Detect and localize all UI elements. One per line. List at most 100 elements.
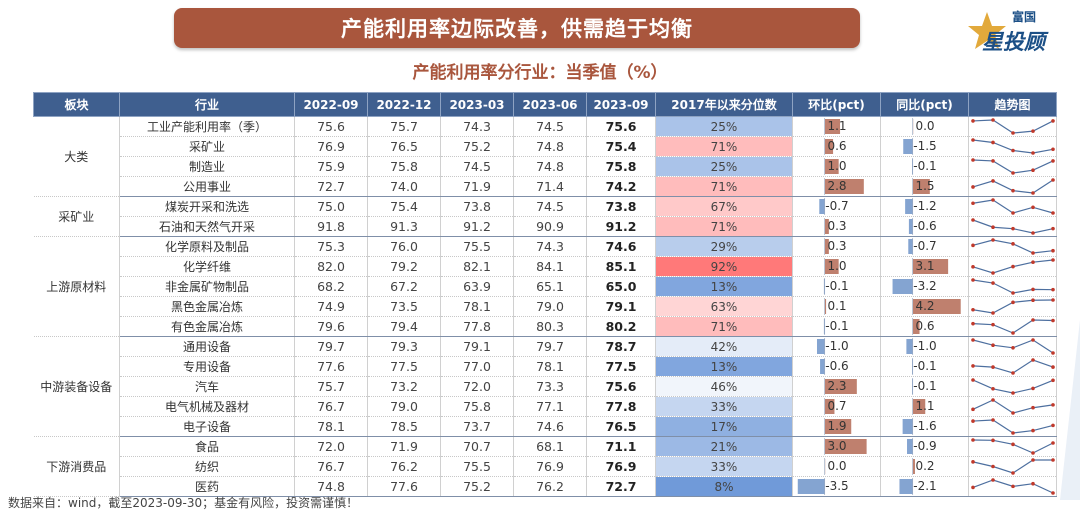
qoq-bar <box>823 319 825 334</box>
trend-point <box>1031 168 1035 173</box>
qoq-bar <box>819 199 825 214</box>
trend-point <box>991 118 995 122</box>
column-header: 趋势图 <box>968 92 1057 117</box>
trend-point <box>1011 331 1015 335</box>
percentile-cell: 29% <box>655 236 793 257</box>
trend-point <box>1031 318 1035 322</box>
value-cell: 72.0 <box>294 436 368 457</box>
sector-cell: 中游装备设备 <box>33 336 120 437</box>
trend-cell <box>968 356 1057 377</box>
industry-cell: 制造业 <box>119 156 295 177</box>
trend-point <box>991 418 995 422</box>
value-cell: 74.5 <box>440 156 514 177</box>
trend-point <box>1051 298 1055 302</box>
percentile-cell: 25% <box>655 116 793 137</box>
yoy-label: 1.1 <box>915 399 935 413</box>
yoy-cell: 0.6 <box>880 316 969 337</box>
value-cell: 80.2 <box>586 316 656 337</box>
percentile-cell: 25% <box>655 156 793 177</box>
trend-point <box>1051 423 1055 428</box>
yoy-label: -1.5 <box>913 139 937 153</box>
yoy-label: -1.6 <box>913 419 937 433</box>
value-cell: 71.1 <box>586 436 656 457</box>
value-cell: 79.7 <box>294 336 368 357</box>
trend-cell <box>968 136 1057 157</box>
trend-line <box>972 379 1054 394</box>
percentile-cell: 71% <box>655 176 793 197</box>
value-cell: 76.9 <box>513 456 587 477</box>
value-cell: 82.0 <box>294 256 368 277</box>
qoq-label: 2.8 <box>827 179 847 193</box>
value-cell: 75.8 <box>367 156 441 177</box>
value-cell: 79.1 <box>440 336 514 357</box>
trend-cell <box>968 176 1057 197</box>
qoq-cell: 0.3 <box>792 236 881 257</box>
value-cell: 75.8 <box>586 156 656 177</box>
sector-cell: 上游原材料 <box>33 236 120 337</box>
yoy-bar <box>908 239 913 254</box>
yoy-label: 3.1 <box>915 259 935 273</box>
table-row: 大类 工业产能利用率（季） 75.6 75.7 74.3 74.5 75.6 25% 1.1 0.… <box>33 116 1057 197</box>
yoy-cell: -0.9 <box>880 436 969 457</box>
value-cell: 73.5 <box>367 296 441 317</box>
yoy-cell: -1.6 <box>880 416 969 437</box>
column-header: 环比(pct) <box>792 92 881 117</box>
table-row: 专用设备 77.6 77.5 77.0 78.1 77.5 13% -0.6 -0.1 <box>34 356 1057 377</box>
trend-cell <box>968 276 1057 297</box>
trend-point <box>1031 428 1035 433</box>
table-row: 制造业 75.9 75.8 74.5 74.8 75.8 25% 1.0 -0.1 <box>34 156 1057 177</box>
industry-cell: 石油和天然气开采 <box>119 216 295 237</box>
value-cell: 75.6 <box>586 116 656 137</box>
star-icon <box>968 12 1006 49</box>
trend-point <box>1031 231 1035 235</box>
yoy-cell: -2.1 <box>880 476 969 497</box>
yoy-cell: 1.1 <box>880 396 969 417</box>
qoq-label: -0.6 <box>825 359 849 373</box>
value-cell: 75.5 <box>440 456 514 477</box>
trend-point <box>1051 248 1055 253</box>
value-cell: 91.2 <box>440 216 514 237</box>
trend-point <box>1051 226 1055 231</box>
trend-point <box>971 243 975 248</box>
trend-line <box>972 159 1054 174</box>
value-cell: 75.4 <box>586 136 656 157</box>
trend-point <box>1051 491 1055 495</box>
trend-point <box>971 419 975 423</box>
trend-point <box>991 322 995 327</box>
trend-point <box>991 238 995 242</box>
value-cell: 75.2 <box>440 476 514 497</box>
qoq-bar <box>824 419 852 434</box>
trend-point <box>1011 371 1015 375</box>
value-cell: 70.7 <box>440 436 514 457</box>
value-cell: 72.7 <box>294 176 368 197</box>
value-cell: 73.2 <box>367 376 441 397</box>
value-cell: 76.7 <box>294 456 368 477</box>
qoq-bar <box>824 379 857 394</box>
table-row: 非金属矿物制品 68.2 67.2 63.9 65.1 65.0 13% -0.1 -3.2 <box>34 276 1057 297</box>
value-cell: 75.9 <box>294 156 368 177</box>
trend-point <box>991 198 995 202</box>
value-cell: 74.5 <box>513 116 587 137</box>
yoy-cell: 0.0 <box>880 116 969 137</box>
decorative-corner-shape <box>1060 320 1080 500</box>
value-cell: 91.2 <box>586 216 656 237</box>
trend-line <box>972 199 1054 214</box>
industry-cell: 煤炭开采和洗选 <box>119 196 295 217</box>
chart-subtitle: 产能利用率分行业：当季值（%） <box>412 63 668 83</box>
qoq-label: 2.3 <box>827 379 847 393</box>
trend-point <box>1011 484 1015 489</box>
trend-point <box>971 307 975 312</box>
percentile-cell: 71% <box>655 316 793 337</box>
qoq-bar <box>824 119 841 134</box>
trend-point <box>1011 300 1015 305</box>
table-row: 采矿业 76.9 76.5 75.2 74.8 75.4 71% 0.6 -1.5 <box>34 136 1057 157</box>
table-row: 黑色金属冶炼 74.9 73.5 78.1 79.0 79.1 63% 0.1 4.2 <box>34 296 1057 317</box>
trend-point <box>991 478 995 482</box>
qoq-label: 1.0 <box>827 259 847 273</box>
value-cell: 78.1 <box>440 296 514 317</box>
trend-line <box>972 239 1054 254</box>
value-cell: 74.8 <box>513 136 587 157</box>
trend-point <box>1011 148 1015 153</box>
value-cell: 80.3 <box>513 316 587 337</box>
trend-point <box>1031 129 1035 133</box>
